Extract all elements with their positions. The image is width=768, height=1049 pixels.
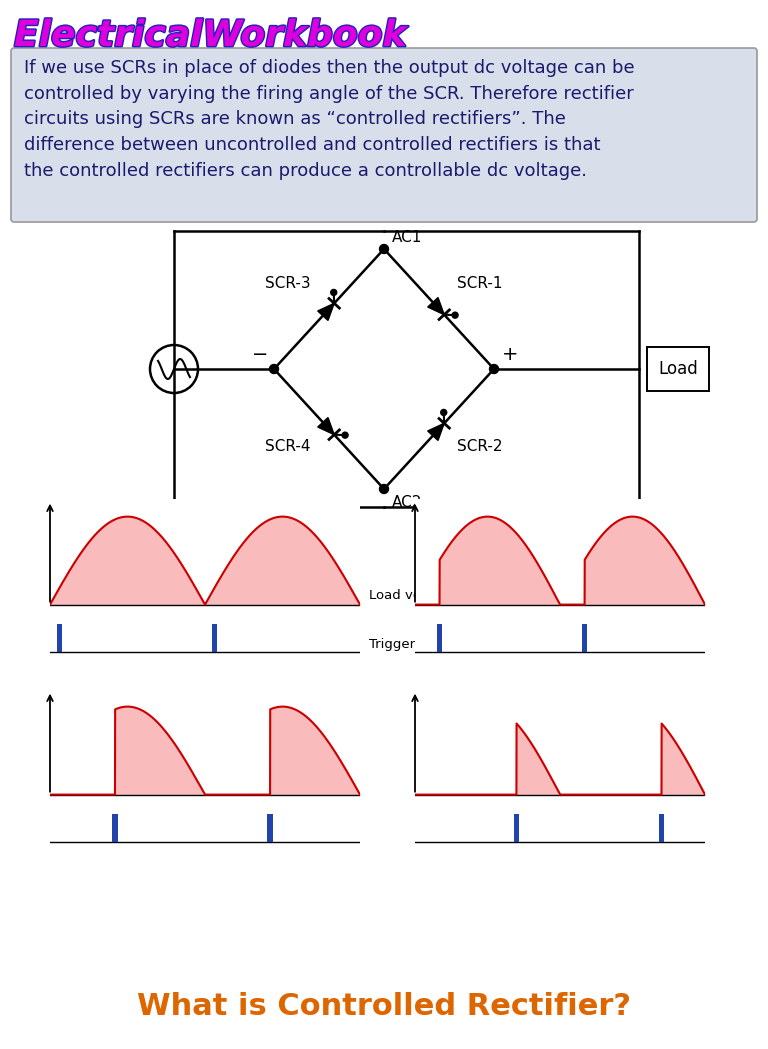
Polygon shape — [318, 303, 334, 320]
Text: SCR-3: SCR-3 — [266, 276, 311, 291]
Circle shape — [379, 485, 389, 493]
Circle shape — [342, 432, 348, 438]
Text: ElectricalWorkbook: ElectricalWorkbook — [14, 19, 407, 53]
Text: SCR-1: SCR-1 — [457, 276, 502, 291]
Circle shape — [441, 409, 447, 415]
Text: If we use SCRs in place of diodes then the output dc voltage can be
controlled b: If we use SCRs in place of diodes then t… — [24, 59, 634, 179]
Circle shape — [452, 313, 458, 318]
Bar — [514, 814, 519, 842]
FancyBboxPatch shape — [647, 347, 709, 391]
Bar — [437, 624, 442, 652]
FancyBboxPatch shape — [11, 48, 757, 222]
Text: What is Controlled Rectifier?: What is Controlled Rectifier? — [137, 992, 631, 1021]
Polygon shape — [428, 298, 444, 315]
Text: Load: Load — [658, 360, 698, 378]
Text: +: + — [502, 345, 518, 364]
Bar — [267, 814, 273, 842]
Circle shape — [379, 244, 389, 254]
Text: SCR-4: SCR-4 — [266, 438, 311, 454]
Text: AC1: AC1 — [392, 230, 422, 245]
Circle shape — [270, 364, 279, 373]
Bar — [659, 814, 664, 842]
Polygon shape — [428, 424, 444, 441]
Circle shape — [489, 364, 498, 373]
Bar — [57, 624, 62, 652]
Text: Load voltage: Load voltage — [369, 590, 455, 602]
Text: SCR-2: SCR-2 — [457, 438, 502, 454]
Text: Trigger signal: Trigger signal — [369, 639, 459, 651]
Polygon shape — [318, 418, 334, 434]
Circle shape — [331, 290, 336, 296]
Text: AC2: AC2 — [392, 495, 422, 510]
Text: −: − — [252, 345, 268, 364]
Bar — [112, 814, 118, 842]
Bar — [211, 624, 217, 652]
Bar — [582, 624, 588, 652]
